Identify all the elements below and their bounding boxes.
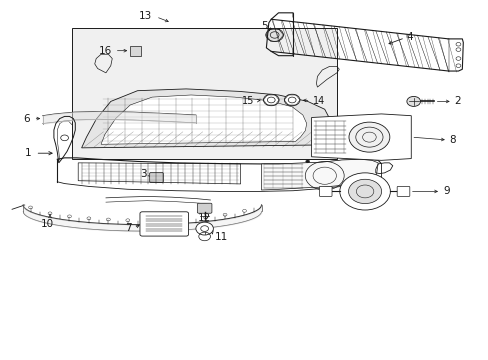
Circle shape <box>348 122 389 152</box>
Text: 1: 1 <box>25 148 31 158</box>
FancyBboxPatch shape <box>396 186 409 197</box>
Text: 10: 10 <box>41 219 54 229</box>
Circle shape <box>406 96 420 107</box>
Text: 2: 2 <box>454 96 460 107</box>
FancyBboxPatch shape <box>319 186 331 197</box>
Circle shape <box>348 179 381 203</box>
Polygon shape <box>311 114 410 160</box>
Polygon shape <box>81 89 329 148</box>
FancyBboxPatch shape <box>72 28 336 158</box>
Polygon shape <box>261 159 377 190</box>
Text: 7: 7 <box>125 223 131 233</box>
Circle shape <box>265 28 283 41</box>
Text: 4: 4 <box>406 32 412 42</box>
Text: 6: 6 <box>23 113 30 123</box>
Circle shape <box>305 160 309 163</box>
Text: 14: 14 <box>312 96 324 106</box>
Text: 8: 8 <box>449 135 455 145</box>
FancyBboxPatch shape <box>140 212 188 236</box>
Circle shape <box>196 222 213 235</box>
Text: 9: 9 <box>442 186 448 197</box>
FancyBboxPatch shape <box>149 172 163 183</box>
Text: 11: 11 <box>214 232 227 242</box>
Text: 16: 16 <box>99 46 112 56</box>
FancyBboxPatch shape <box>130 46 141 56</box>
Text: 5: 5 <box>261 21 267 31</box>
Circle shape <box>263 94 279 106</box>
Text: 15: 15 <box>242 96 254 106</box>
Circle shape <box>339 173 389 210</box>
Circle shape <box>284 94 299 106</box>
FancyBboxPatch shape <box>197 203 211 213</box>
Text: 13: 13 <box>139 12 152 21</box>
Text: 12: 12 <box>198 213 211 223</box>
Text: 3: 3 <box>141 169 147 179</box>
Polygon shape <box>101 95 306 144</box>
